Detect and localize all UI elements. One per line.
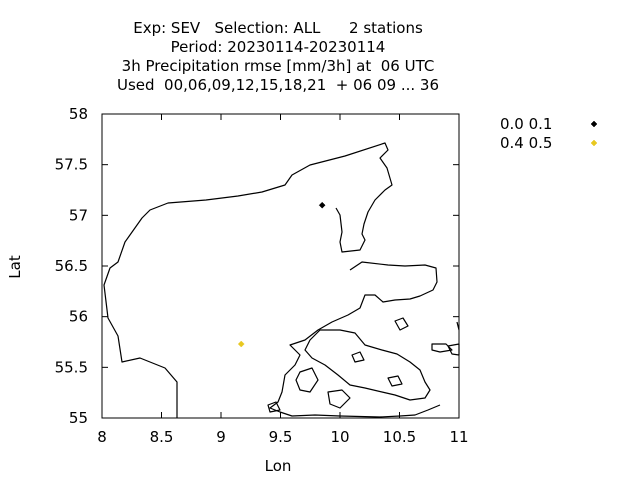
x-tick-label: 8	[97, 428, 107, 446]
coastline-map	[103, 142, 460, 418]
data-point	[318, 201, 326, 209]
x-tick-label: 11	[449, 428, 468, 446]
title-line: Exp: SEV Selection: ALL 2 stations	[133, 19, 423, 37]
legend-entry-label: 0.0 0.1	[500, 115, 552, 133]
title-line: Used 00,06,09,12,15,18,21 + 06 09 ... 36	[117, 76, 439, 94]
x-axis-label: Lon	[265, 457, 292, 475]
x-tick-label: 9.5	[269, 428, 293, 446]
title-line: 3h Precipitation rmse [mm/3h] at 06 UTC	[122, 57, 435, 75]
title-line: Period: 20230114-20230114	[171, 38, 386, 56]
y-tick-label: 57	[69, 206, 88, 224]
legend: 0.0 0.10.4 0.5	[500, 115, 598, 152]
data-point	[237, 340, 245, 348]
axis-ticks	[101, 113, 460, 419]
y-tick-label: 57.5	[55, 156, 88, 174]
y-tick-labels: 55 55.5 56 56.5 57 57.5 58	[55, 105, 88, 427]
data-points	[237, 201, 326, 348]
legend-marker	[590, 139, 598, 147]
y-tick-label: 58	[69, 105, 88, 123]
x-tick-label: 10	[330, 428, 349, 446]
y-tick-label: 55.5	[55, 358, 88, 376]
chart-title: Exp: SEV Selection: ALL 2 stationsPeriod…	[117, 19, 439, 94]
y-tick-label: 56	[69, 308, 88, 326]
x-tick-label: 8.5	[150, 428, 174, 446]
y-tick-label: 56.5	[55, 257, 88, 275]
x-tick-label: 10.5	[383, 428, 416, 446]
x-tick-labels: 8 8.5 9 9.5 10 10.5 11	[97, 428, 468, 446]
y-axis-label: Lat	[6, 255, 24, 279]
y-tick-label: 55	[69, 409, 88, 427]
legend-marker	[590, 120, 598, 128]
x-tick-label: 9	[216, 428, 226, 446]
legend-entry-label: 0.4 0.5	[500, 134, 552, 152]
